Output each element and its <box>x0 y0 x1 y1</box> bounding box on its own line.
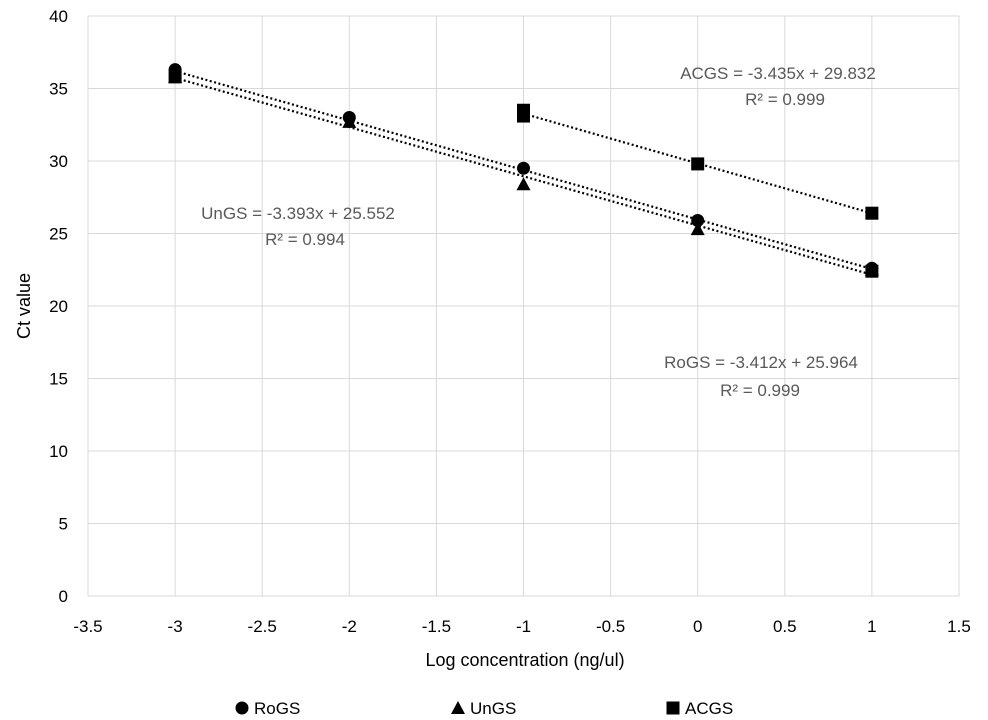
y-tick-label: 10 <box>49 442 68 461</box>
y-tick-label: 15 <box>49 370 68 389</box>
x-tick-label: -2.5 <box>248 617 277 636</box>
y-tick-label: 40 <box>49 7 68 26</box>
trendline-ungs <box>174 76 873 276</box>
data-point-ungs <box>516 177 531 191</box>
data-point-layer <box>168 63 879 278</box>
data-point-acgs <box>865 206 879 220</box>
y-tick-label: 25 <box>49 225 68 244</box>
data-point-ungs <box>342 114 357 128</box>
r-squared-ungs: R² = 0.994 <box>265 230 345 249</box>
x-tick-label: -2 <box>342 617 357 636</box>
equation-annotations: RoGS = -3.412x + 25.964 R² = 0.999 UnGS = … <box>201 64 876 400</box>
x-tick-label: -0.5 <box>596 617 625 636</box>
x-tick-label: 1.5 <box>947 617 971 636</box>
x-tick-label: -1.5 <box>422 617 451 636</box>
data-point-rogs <box>691 213 705 227</box>
trendline-rogs <box>174 70 873 271</box>
data-point-ungs <box>690 222 705 236</box>
grid-layer <box>87 15 960 597</box>
y-tick-label: 0 <box>59 587 68 606</box>
y-axis-title: Ct value <box>14 273 34 339</box>
data-point-acgs <box>865 264 879 278</box>
equation-ungs: UnGS = -3.393x + 25.552 <box>201 204 395 223</box>
y-tick-label: 20 <box>49 297 68 316</box>
legend: RoGS UnGS ACGS <box>235 699 733 718</box>
x-axis-title: Log concentration (ng/ul) <box>425 650 624 670</box>
y-tick-label: 5 <box>59 515 68 534</box>
x-tick-label: -3 <box>168 617 183 636</box>
x-tick-label: 1 <box>867 617 876 636</box>
legend-label-acgs: ACGS <box>685 699 733 718</box>
x-tick-label: 0.5 <box>773 617 797 636</box>
x-tick-label: -3.5 <box>73 617 102 636</box>
y-tick-label: 35 <box>49 80 68 99</box>
legend-label-rogs: RoGS <box>254 699 300 718</box>
tick-label-layer: -3.5 -3 -2.5 -2 -1.5 -1 -0.5 0 0.5 1 1.5 0 5 10 15 20 25… <box>49 7 971 636</box>
legend-marker-ungs <box>451 701 465 714</box>
legend-marker-rogs <box>235 701 249 715</box>
data-point-rogs <box>517 161 530 175</box>
equation-rogs: RoGS = -3.412x + 25.964 <box>664 353 858 372</box>
legend-marker-acgs <box>666 701 680 715</box>
data-point-acgs <box>517 109 530 123</box>
x-tick-label: 0 <box>693 617 702 636</box>
y-tick-label: 30 <box>49 152 68 171</box>
equation-acgs: ACGS = -3.435x + 29.832 <box>680 64 876 83</box>
data-point-acgs <box>691 157 705 171</box>
x-tick-label: -1 <box>516 617 531 636</box>
legend-label-ungs: UnGS <box>470 699 516 718</box>
r-squared-rogs: R² = 0.999 <box>720 381 800 400</box>
data-point-acgs <box>168 70 182 84</box>
r-squared-acgs: R² = 0.999 <box>745 90 825 109</box>
